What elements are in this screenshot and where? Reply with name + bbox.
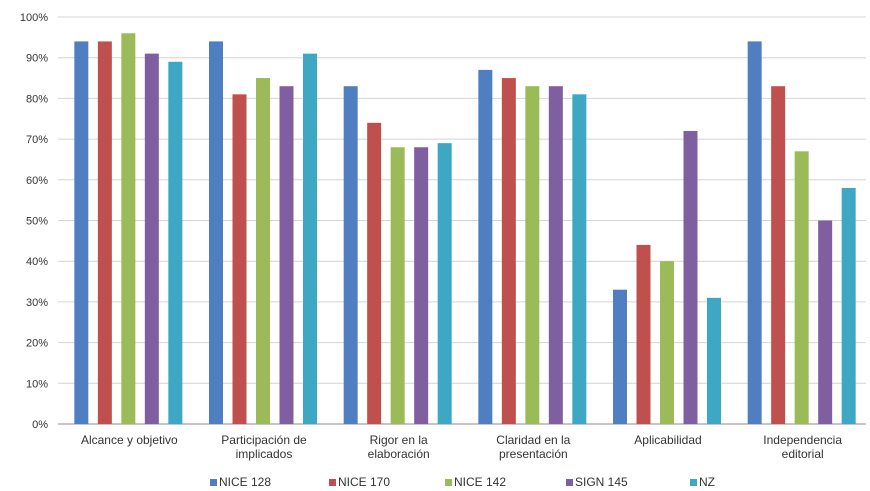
y-tick-label: 90%	[26, 53, 48, 65]
bar	[660, 261, 674, 424]
bar	[279, 86, 294, 424]
bar	[501, 78, 516, 425]
x-axis: Alcance y objetivo Participación de implic…	[81, 433, 842, 461]
x-tick-label: Rigor en la elaboración	[368, 433, 430, 461]
legend-label: NICE 170	[338, 475, 390, 489]
bar	[771, 86, 786, 424]
legend-swatch	[210, 479, 217, 486]
bar	[636, 244, 651, 424]
bar	[525, 86, 540, 424]
bar	[707, 297, 721, 424]
bar	[168, 61, 183, 425]
bar	[613, 289, 627, 424]
bar	[256, 78, 270, 425]
bar	[343, 86, 358, 424]
bar	[209, 41, 223, 425]
bar	[232, 94, 247, 424]
y-axis: 0% 10% 20% 30% 40% 50% 60% 70% 80% 90% 100%	[20, 12, 48, 431]
legend-label: NICE 142	[454, 475, 506, 489]
legend-label: NICE 128	[219, 475, 271, 489]
y-tick-label: 10%	[26, 378, 48, 390]
legend-swatch	[445, 479, 452, 486]
y-tick-label: 40%	[26, 256, 48, 268]
legend-label: SIGN 145	[575, 475, 628, 489]
bar	[683, 130, 698, 424]
legend-swatch	[566, 479, 573, 486]
bar	[97, 41, 112, 425]
bar	[144, 53, 159, 424]
bar	[794, 151, 809, 424]
y-tick-label: 20%	[26, 338, 48, 350]
bar	[121, 33, 136, 424]
bar	[548, 86, 563, 424]
bar	[303, 53, 317, 424]
bar	[478, 69, 493, 424]
y-tick-label: 50%	[26, 216, 48, 228]
legend-label: NZ	[699, 475, 715, 489]
y-tick-label: 100%	[20, 12, 48, 24]
x-tick-label: Independencia editorial	[763, 433, 842, 461]
bar	[818, 220, 833, 424]
x-tick-label: Participación de implicados	[221, 433, 307, 461]
y-tick-label: 60%	[26, 175, 48, 187]
legend-swatch	[329, 479, 336, 486]
legend-swatch	[690, 479, 697, 486]
y-tick-label: 80%	[26, 93, 48, 105]
bars	[74, 33, 856, 425]
bar	[437, 143, 452, 425]
x-tick-label: Aplicabilidad	[634, 433, 701, 447]
bar	[74, 41, 89, 425]
x-tick-label: Alcance y objetivo	[81, 433, 178, 447]
y-tick-label: 30%	[26, 297, 48, 309]
bar	[414, 147, 429, 425]
x-tick-label: Claridad en la presentación	[496, 433, 570, 461]
y-tick-label: 70%	[26, 134, 48, 146]
bar	[841, 187, 856, 424]
y-tick-label: 0%	[32, 419, 48, 431]
bar	[572, 94, 587, 424]
bar	[390, 147, 405, 425]
bar	[367, 122, 382, 424]
bar	[747, 41, 762, 425]
legend: NICE 128 NICE 170 NICE 142 SIGN 145 NZ	[210, 475, 715, 489]
gridlines	[58, 16, 866, 425]
